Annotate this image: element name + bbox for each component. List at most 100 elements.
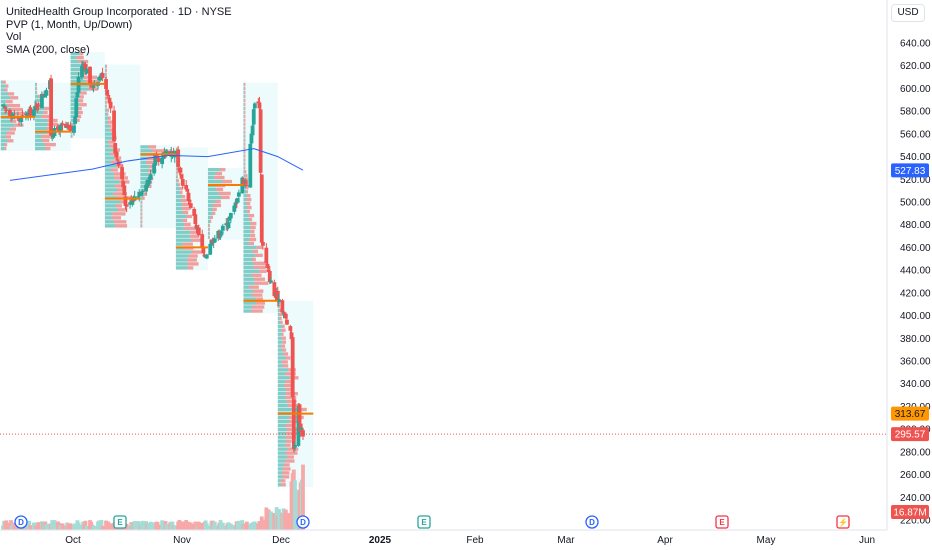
profile-bar-down [216,187,224,192]
profile-bar-down [247,209,250,214]
profile-bar-down [5,100,13,104]
profile-bar-down [8,92,15,96]
profile-bar-up [277,431,287,435]
profile-bar-down [244,138,246,142]
candle-body [243,181,248,184]
candle-body [192,208,197,216]
profile-bar-up [175,262,188,266]
candle-body [176,149,181,167]
profile-bar-down [73,122,75,127]
volume-bar [261,519,265,530]
profile-bar-down [296,407,307,412]
candle-body [11,113,16,115]
pvp-indicator-label[interactable]: PVP (1, Month, Up/Down) [6,18,133,31]
profile-bar-down [105,96,107,100]
profile-bar-down [208,223,210,227]
y-tick-label: 520.00 [900,175,931,186]
profile-bar-up [277,391,286,396]
profile-bar-up [243,134,245,138]
profile-bar-down [108,140,114,144]
volume-bar [236,520,241,530]
y-tick-label: 420.00 [900,288,931,299]
profile-bar-up [243,273,252,277]
candle-body [187,200,192,202]
profile-bar-up [277,415,290,420]
profile-bar-up [104,156,115,160]
profile-bar-down [4,88,8,92]
profile-bar-down [278,304,280,309]
profile-bar-down [112,212,126,216]
profile-bar-up [140,184,146,189]
profile-bar-down [250,229,255,234]
profile-bar-up [175,206,182,211]
profile-bar-down [105,100,107,104]
profile-bar-up [140,172,148,177]
event-label: E [421,518,427,527]
profile-bar-down [78,99,84,103]
profile-bar-up [70,134,72,138]
profile-bar-down [114,184,125,188]
profile-bar-up [277,475,283,479]
profile-bar-up [35,114,41,119]
profile-bar-down [284,443,291,447]
profile-bar-down [177,147,178,151]
volume-bar [172,525,177,530]
profile-bar-down [246,178,249,182]
candle-body [60,123,65,126]
y-tick-label: 540.00 [900,152,931,163]
profile-bar-down [286,431,298,435]
y-tick-label: 580.00 [900,107,931,118]
poc-lines [0,82,314,415]
symbol-title[interactable]: UnitedHealth Group Incorporated · 1D · N… [6,6,232,18]
candle-body [107,97,112,104]
price-tag-last [891,427,929,442]
profile-bar-up [140,220,142,224]
profile-bar-down [285,380,295,384]
y-tick-label: 220.00 [900,516,931,527]
profile-bar-up [104,164,117,168]
candle-body [75,92,80,98]
profile-bar-up [35,126,47,131]
profile-bar-up [104,224,115,228]
volume-bar [277,509,281,530]
profile-bar-down [245,174,248,178]
profile-bar-down [105,104,107,108]
profile-bar-down [253,261,266,265]
candle-body [32,109,36,117]
profile-bar-up [0,88,5,92]
profile-bar-up [104,184,115,188]
profile-bar-up [35,146,46,151]
candle-body [227,216,232,221]
profile-bar-down [244,90,246,95]
profile-bar-up [35,94,39,99]
profile-bar-down [282,471,290,475]
time-axis: Oct Nov Dec 2025 Feb Mar Apr May Jun [0,529,887,546]
volume-indicator-label[interactable]: Vol [6,31,22,43]
profile-bar-down [149,164,155,169]
candle-body [184,185,189,190]
profile-bar-down [36,82,38,87]
currency-button[interactable]: USD [891,4,925,22]
candle-body [113,142,118,154]
volume-bar [140,520,145,530]
y-tick-label: 640.00 [900,39,931,50]
profile-bar-down [244,114,246,118]
profile-bar-up [277,463,284,467]
candle-body [152,163,157,174]
candle-body [251,109,256,125]
sma-indicator-label[interactable]: SMA (200, close) [6,43,90,56]
candle-body [293,444,297,448]
profile-bar-up [175,210,183,215]
profile-bar-down [251,293,263,297]
profile-bar-up [104,144,110,148]
candle-body [146,179,151,186]
profile-bar-up [277,376,290,380]
profile-bar-up [104,120,108,124]
candle-body [257,102,262,109]
profile-bar-down [210,215,214,220]
profile-bar-up [175,175,178,179]
candle-body [194,225,199,229]
profile-bar-down [107,120,113,124]
candle-body [228,212,233,219]
